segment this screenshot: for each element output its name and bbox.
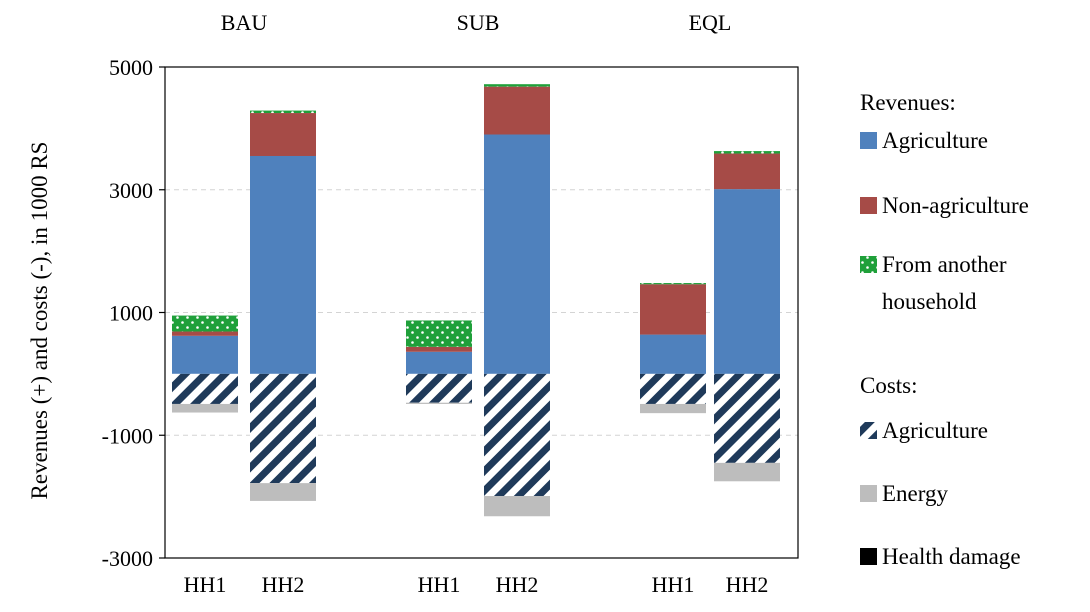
gridlines bbox=[165, 189, 798, 436]
x-tick-label: HH2 bbox=[496, 572, 539, 597]
axes bbox=[159, 66, 799, 559]
legend-swatch bbox=[860, 422, 877, 439]
legend-swatch bbox=[860, 485, 877, 502]
bar-segment-cost-agriculture bbox=[406, 373, 472, 403]
bar-segment-revenue-non-agriculture bbox=[640, 284, 706, 335]
legend-label: household bbox=[882, 289, 977, 314]
bar-segment-revenue-agriculture bbox=[172, 335, 238, 374]
x-tick-label: HH2 bbox=[726, 572, 769, 597]
legend-swatch bbox=[860, 197, 877, 214]
legend-label: Health damage bbox=[882, 544, 1021, 569]
legend: Revenues: Agriculture Non-agriculture From … bbox=[860, 90, 1029, 569]
bar-segment-revenue-from-another-household bbox=[250, 110, 316, 114]
x-tick-label: HH1 bbox=[418, 572, 461, 597]
bar-segment-cost-energy bbox=[640, 403, 706, 414]
group-label: BAU bbox=[221, 10, 268, 35]
y-tick-label: 3000 bbox=[109, 178, 153, 203]
group-label: EQL bbox=[689, 10, 732, 35]
bar-segment-revenue-from-another-household bbox=[714, 151, 780, 154]
bar-segment-revenue-agriculture bbox=[406, 351, 472, 374]
bar-segment-revenue-from-another-household bbox=[172, 315, 238, 332]
bar-segment-revenue-non-agriculture bbox=[172, 331, 238, 336]
labels: 5000 3000 1000 -1000 -3000 Revenues (+) and c… bbox=[27, 10, 768, 597]
y-tick-label: -1000 bbox=[102, 423, 153, 448]
bar-segment-cost-agriculture bbox=[250, 373, 316, 484]
bar-segment-cost-agriculture bbox=[484, 373, 550, 497]
legend-costs-title: Costs: bbox=[860, 373, 918, 398]
bar-segment-revenue-from-another-household bbox=[406, 320, 472, 347]
bar-segment-revenue-agriculture bbox=[484, 134, 550, 374]
legend-swatch bbox=[860, 548, 877, 565]
bar-segment-revenue-non-agriculture bbox=[714, 153, 780, 190]
bar-segment-revenue-non-agriculture bbox=[250, 113, 316, 156]
bar-segment-revenue-non-agriculture bbox=[484, 86, 550, 135]
y-tick-label: 5000 bbox=[109, 55, 153, 80]
bar-segment-revenue-agriculture bbox=[714, 189, 780, 374]
bar-segment-revenue-non-agriculture bbox=[406, 346, 472, 352]
bar-segment-revenue-agriculture bbox=[640, 334, 706, 374]
legend-label: Agriculture bbox=[882, 128, 988, 153]
bar-segment-cost-agriculture bbox=[172, 373, 238, 404]
bar-segment-cost-energy bbox=[714, 462, 780, 482]
bar-segment-revenue-agriculture bbox=[250, 155, 316, 374]
legend-label: From another bbox=[882, 252, 1007, 277]
bar-segment-cost-energy bbox=[250, 483, 316, 501]
legend-label: Energy bbox=[882, 481, 949, 506]
y-tick-label: -3000 bbox=[102, 546, 153, 571]
bar-segment-cost-agriculture bbox=[714, 373, 780, 463]
legend-label: Non-agriculture bbox=[882, 193, 1029, 218]
legend-label: Agriculture bbox=[882, 418, 988, 443]
legend-swatch bbox=[860, 256, 877, 273]
bar-segment-revenue-from-another-household bbox=[484, 84, 550, 87]
bar-segment-cost-energy bbox=[484, 496, 550, 517]
legend-swatch bbox=[860, 132, 877, 149]
bar-segment-revenue-from-another-household bbox=[640, 283, 706, 285]
y-tick-label: 1000 bbox=[109, 301, 153, 326]
x-tick-label: HH2 bbox=[262, 572, 305, 597]
group-label: SUB bbox=[457, 10, 500, 35]
bars bbox=[172, 84, 780, 517]
bar-segment-cost-agriculture bbox=[640, 373, 706, 404]
bar-segment-cost-energy bbox=[406, 402, 472, 404]
legend-revenues-title: Revenues: bbox=[860, 90, 956, 115]
y-axis-title: Revenues (+) and costs (-), in 1000 RS bbox=[27, 142, 52, 500]
x-tick-label: HH1 bbox=[652, 572, 695, 597]
x-tick-label: HH1 bbox=[184, 572, 227, 597]
bar-segment-cost-energy bbox=[172, 403, 238, 413]
